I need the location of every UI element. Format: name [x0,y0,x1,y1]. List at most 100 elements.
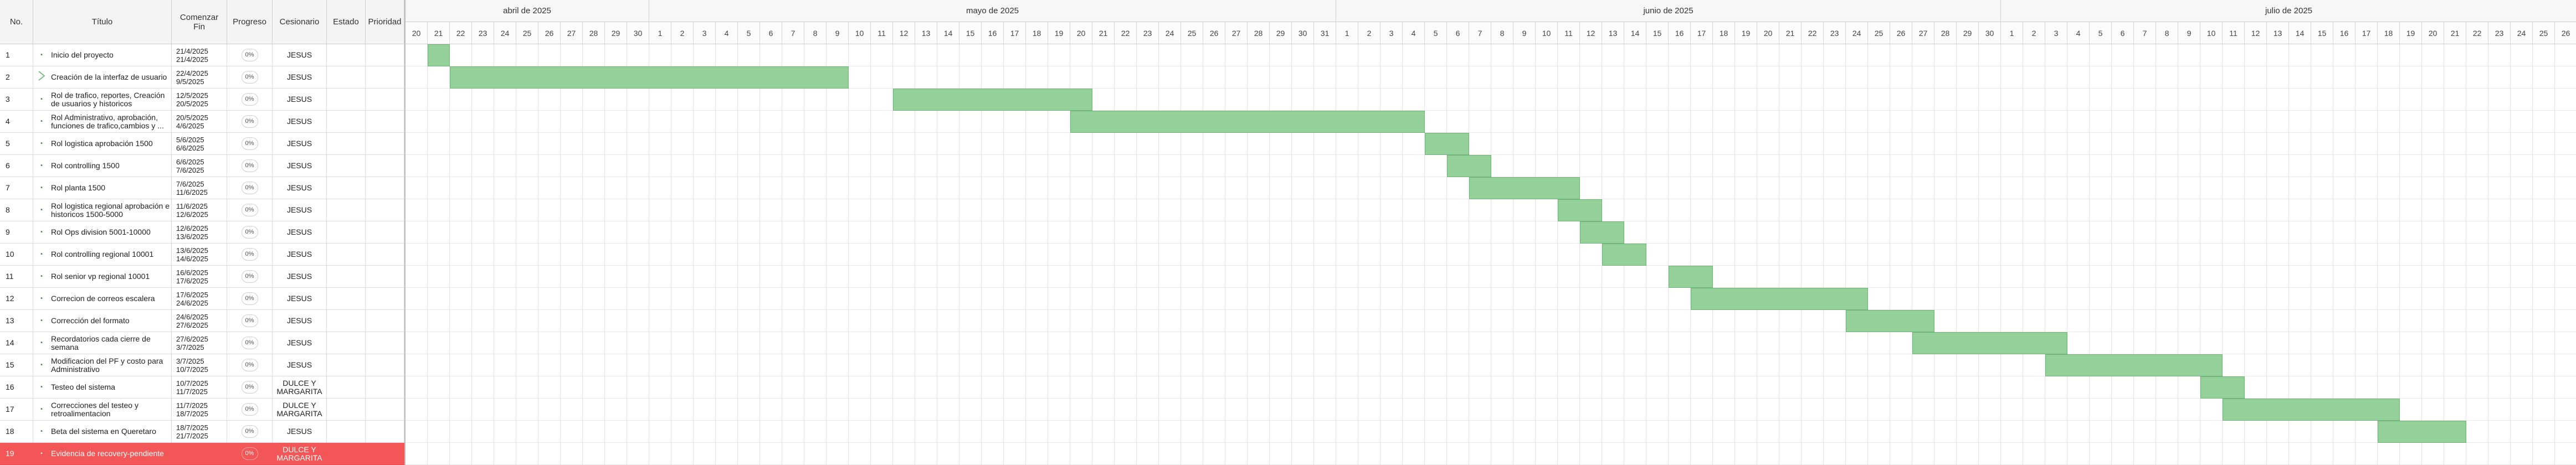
task-status-cell[interactable] [327,177,366,199]
task-priority-cell[interactable] [366,155,404,177]
task-dates-cell[interactable]: 24/6/2025 27/6/2025 [172,310,227,332]
task-status-cell[interactable] [327,376,366,399]
task-dates-cell[interactable]: 16/6/2025 17/6/2025 [172,266,227,288]
chevron-right-icon[interactable] [37,70,47,84]
task-no-cell[interactable]: 19 [0,443,33,465]
task-priority-cell[interactable] [366,244,404,266]
task-assignee-cell[interactable]: JESUS [273,244,327,266]
task-dates-cell[interactable]: 5/6/2025 6/6/2025 [172,133,227,155]
task-dates-cell[interactable] [172,443,227,465]
task-no-cell[interactable]: 10 [0,244,33,266]
task-priority-cell[interactable] [366,399,404,421]
task-assignee-cell[interactable]: DULCE Y MARGARITA [273,376,327,399]
task-no-cell[interactable]: 3 [0,89,33,111]
task-title-cell[interactable]: • Testeo del sistema [33,376,172,399]
task-progress-cell[interactable]: 0% [227,199,273,221]
task-progress-cell[interactable]: 0% [227,133,273,155]
column-header-no[interactable]: No. [0,0,33,44]
task-no-cell[interactable]: 5 [0,133,33,155]
task-status-cell[interactable] [327,44,366,66]
task-dates-cell[interactable]: 3/7/2025 10/7/2025 [172,354,227,376]
task-assignee-cell[interactable]: DULCE Y MARGARITA [273,399,327,421]
task-no-cell[interactable]: 6 [0,155,33,177]
task-assignee-cell[interactable]: JESUS [273,332,327,354]
task-assignee-cell[interactable]: JESUS [273,199,327,221]
task-progress-cell[interactable]: 0% [227,310,273,332]
task-status-cell[interactable] [327,288,366,310]
column-header-dates[interactable]: Comenzar Fin [172,0,227,44]
task-no-cell[interactable]: 17 [0,399,33,421]
task-assignee-cell[interactable]: JESUS [273,111,327,133]
task-assignee-cell[interactable]: JESUS [273,221,327,244]
task-title-cell[interactable]: • Corrección del formato [33,310,172,332]
task-no-cell[interactable]: 14 [0,332,33,354]
task-status-cell[interactable] [327,199,366,221]
task-title-cell[interactable]: • Rol controlling regional 10001 [33,244,172,266]
task-title-cell[interactable]: • Correcciones del testeo y retroalimenta… [33,399,172,421]
task-progress-cell[interactable]: 0% [227,332,273,354]
task-assignee-cell[interactable]: JESUS [273,177,327,199]
task-bar[interactable] [1669,266,1713,288]
task-priority-cell[interactable] [366,421,404,443]
task-assignee-cell[interactable]: JESUS [273,66,327,89]
task-progress-cell[interactable]: 0% [227,177,273,199]
task-status-cell[interactable] [327,221,366,244]
task-dates-cell[interactable]: 10/7/2025 11/7/2025 [172,376,227,399]
task-no-cell[interactable]: 13 [0,310,33,332]
task-dates-cell[interactable]: 7/6/2025 11/6/2025 [172,177,227,199]
task-bar[interactable] [1846,310,1934,332]
task-assignee-cell[interactable]: JESUS [273,155,327,177]
grid-timeline-divider[interactable] [404,0,406,465]
task-progress-cell[interactable]: 0% [227,421,273,443]
task-priority-cell[interactable] [366,443,404,465]
task-priority-cell[interactable] [366,376,404,399]
task-title-cell[interactable]: • Modificacion del PF y costo para Admini… [33,354,172,376]
column-header-status[interactable]: Estado [327,0,366,44]
task-dates-cell[interactable]: 22/4/2025 9/5/2025 [172,66,227,89]
task-bar[interactable] [450,66,849,89]
task-bar[interactable] [893,89,1092,111]
task-title-cell[interactable]: • Rol senior vp regional 10001 [33,266,172,288]
task-assignee-cell[interactable]: JESUS [273,354,327,376]
task-priority-cell[interactable] [366,266,404,288]
task-bar[interactable] [1558,199,1602,221]
task-dates-cell[interactable]: 20/5/2025 4/6/2025 [172,111,227,133]
column-header-priority[interactable]: Prioridad [366,0,404,44]
task-title-cell[interactable]: • Rol planta 1500 [33,177,172,199]
task-progress-cell[interactable]: 0% [227,244,273,266]
task-priority-cell[interactable] [366,44,404,66]
task-dates-cell[interactable]: 17/6/2025 24/6/2025 [172,288,227,310]
task-title-cell[interactable]: • Correcion de correos escalera [33,288,172,310]
task-title-cell[interactable]: • Rol de trafico, reportes, Creación de u… [33,89,172,111]
task-no-cell[interactable]: 1 [0,44,33,66]
column-header-assignee[interactable]: Cesionario [273,0,327,44]
task-progress-cell[interactable]: 0% [227,66,273,89]
task-title-cell[interactable]: Creación de la interfaz de usuario [33,66,172,89]
task-no-cell[interactable]: 11 [0,266,33,288]
task-no-cell[interactable]: 4 [0,111,33,133]
task-status-cell[interactable] [327,332,366,354]
task-title-cell[interactable]: • Rol logistica aprobación 1500 [33,133,172,155]
task-bar[interactable] [1425,133,1469,155]
task-progress-cell[interactable]: 0% [227,221,273,244]
task-dates-cell[interactable]: 12/5/2025 20/5/2025 [172,89,227,111]
task-status-cell[interactable] [327,244,366,266]
task-progress-cell[interactable]: 0% [227,266,273,288]
task-priority-cell[interactable] [366,111,404,133]
task-status-cell[interactable] [327,310,366,332]
task-progress-cell[interactable]: 0% [227,89,273,111]
task-assignee-cell[interactable]: JESUS [273,89,327,111]
task-title-cell[interactable]: • Rol controlling 1500 [33,155,172,177]
task-assignee-cell[interactable]: JESUS [273,133,327,155]
task-dates-cell[interactable]: 27/6/2025 3/7/2025 [172,332,227,354]
task-no-cell[interactable]: 16 [0,376,33,399]
task-bar[interactable] [1447,155,1491,177]
task-assignee-cell[interactable]: JESUS [273,266,327,288]
task-status-cell[interactable] [327,266,366,288]
task-priority-cell[interactable] [366,133,404,155]
task-bar[interactable] [428,44,450,66]
task-progress-cell[interactable]: 0% [227,354,273,376]
task-bar[interactable] [1691,288,1868,310]
task-priority-cell[interactable] [366,310,404,332]
task-status-cell[interactable] [327,354,366,376]
